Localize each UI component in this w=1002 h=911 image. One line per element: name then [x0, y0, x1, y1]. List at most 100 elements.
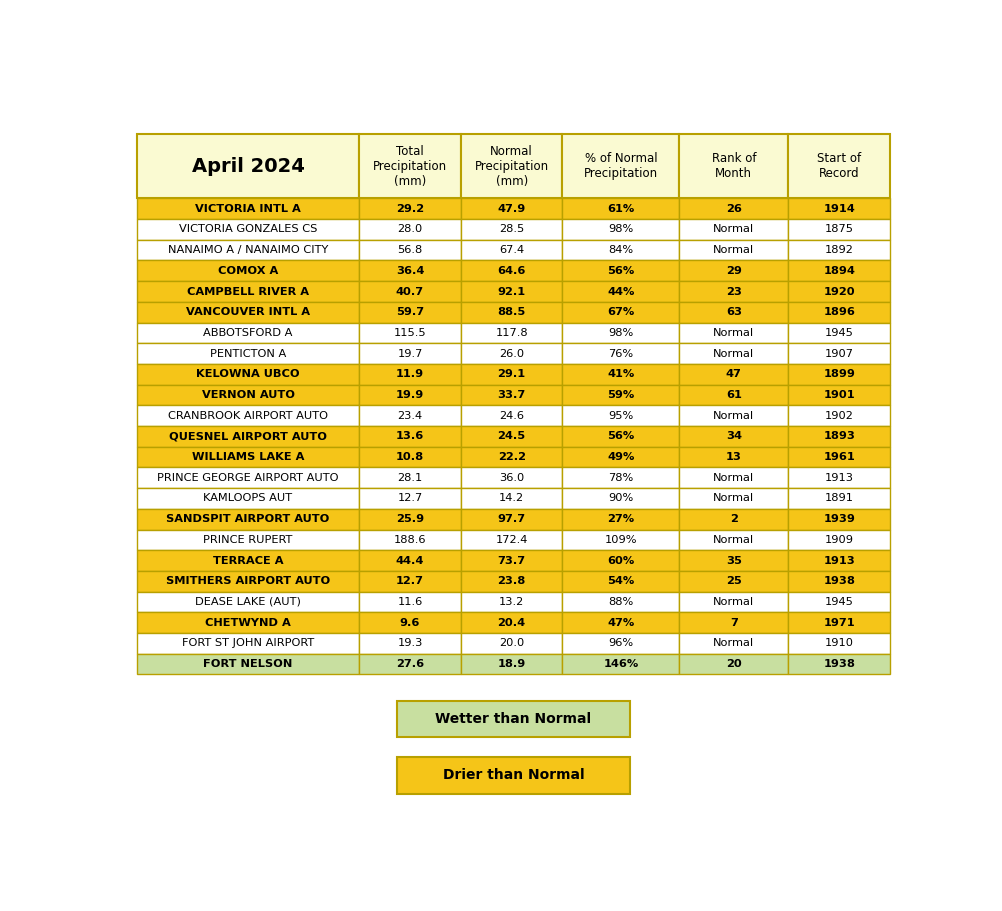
- Bar: [461, 550, 562, 571]
- Text: Normal: Normal: [713, 494, 755, 504]
- Bar: [789, 134, 890, 199]
- Bar: [679, 322, 789, 343]
- Text: 26.0: 26.0: [499, 349, 524, 359]
- Text: 61: 61: [725, 390, 741, 400]
- Bar: [137, 261, 359, 281]
- Text: PRINCE RUPERT: PRINCE RUPERT: [203, 535, 293, 545]
- Bar: [359, 281, 461, 302]
- Bar: [789, 529, 890, 550]
- Bar: [562, 509, 679, 529]
- Text: WILLIAMS LAKE A: WILLIAMS LAKE A: [191, 452, 305, 462]
- Text: 146%: 146%: [603, 659, 638, 669]
- Text: 28.0: 28.0: [398, 224, 423, 234]
- Bar: [137, 467, 359, 488]
- Text: 1910: 1910: [825, 639, 854, 649]
- Text: FORT NELSON: FORT NELSON: [203, 659, 293, 669]
- Bar: [461, 591, 562, 612]
- Bar: [679, 633, 789, 654]
- Text: 11.6: 11.6: [398, 597, 423, 607]
- Text: 25.9: 25.9: [396, 514, 424, 524]
- Bar: [562, 591, 679, 612]
- Text: 73.7: 73.7: [498, 556, 526, 566]
- Text: 23: 23: [725, 287, 741, 296]
- Bar: [359, 199, 461, 220]
- Bar: [461, 199, 562, 220]
- Text: 1920: 1920: [824, 287, 855, 296]
- Text: NANAIMO A / NANAIMO CITY: NANAIMO A / NANAIMO CITY: [167, 245, 329, 255]
- Bar: [679, 281, 789, 302]
- Bar: [137, 405, 359, 426]
- Text: 44.4: 44.4: [396, 556, 424, 566]
- Bar: [789, 384, 890, 405]
- Bar: [137, 654, 359, 674]
- Bar: [562, 134, 679, 199]
- Bar: [679, 529, 789, 550]
- Text: PENTICTON A: PENTICTON A: [209, 349, 287, 359]
- Bar: [461, 322, 562, 343]
- Text: 64.6: 64.6: [497, 266, 526, 276]
- Text: Drier than Normal: Drier than Normal: [443, 768, 584, 783]
- Bar: [562, 240, 679, 261]
- Text: 59%: 59%: [607, 390, 634, 400]
- Bar: [137, 426, 359, 446]
- Text: 36.4: 36.4: [396, 266, 424, 276]
- Text: SMITHERS AIRPORT AUTO: SMITHERS AIRPORT AUTO: [166, 577, 330, 587]
- Bar: [789, 220, 890, 240]
- Bar: [679, 550, 789, 571]
- Text: VANCOUVER INTL A: VANCOUVER INTL A: [186, 307, 310, 317]
- Bar: [789, 509, 890, 529]
- Bar: [359, 261, 461, 281]
- Bar: [461, 281, 562, 302]
- Bar: [789, 591, 890, 612]
- Text: 13: 13: [725, 452, 741, 462]
- Bar: [789, 654, 890, 674]
- Text: CHETWYND A: CHETWYND A: [205, 618, 291, 628]
- Text: 34: 34: [725, 432, 741, 442]
- Text: 60%: 60%: [607, 556, 634, 566]
- Bar: [461, 302, 562, 322]
- Text: 1894: 1894: [824, 266, 856, 276]
- Bar: [461, 261, 562, 281]
- Text: 59.7: 59.7: [396, 307, 424, 317]
- Text: 1961: 1961: [824, 452, 855, 462]
- Bar: [461, 467, 562, 488]
- Bar: [137, 612, 359, 633]
- Bar: [789, 405, 890, 426]
- Text: 98%: 98%: [608, 224, 633, 234]
- Text: 20: 20: [726, 659, 741, 669]
- Text: 1875: 1875: [825, 224, 854, 234]
- Bar: [789, 281, 890, 302]
- Bar: [562, 612, 679, 633]
- Text: 1899: 1899: [824, 369, 856, 379]
- Text: 49%: 49%: [607, 452, 634, 462]
- Bar: [679, 571, 789, 591]
- Text: 1902: 1902: [825, 411, 854, 421]
- Bar: [137, 488, 359, 509]
- Text: 24.5: 24.5: [498, 432, 526, 442]
- Bar: [789, 199, 890, 220]
- Bar: [789, 364, 890, 384]
- Text: 67%: 67%: [607, 307, 634, 317]
- Bar: [562, 654, 679, 674]
- Bar: [789, 261, 890, 281]
- Text: 1913: 1913: [825, 473, 854, 483]
- Text: KELOWNA UBCO: KELOWNA UBCO: [196, 369, 300, 379]
- Text: Normal: Normal: [713, 245, 755, 255]
- Text: DEASE LAKE (AUT): DEASE LAKE (AUT): [195, 597, 301, 607]
- Text: 61%: 61%: [607, 204, 634, 214]
- Text: 19.9: 19.9: [396, 390, 424, 400]
- Bar: [137, 633, 359, 654]
- Bar: [461, 134, 562, 199]
- Text: 1938: 1938: [824, 659, 856, 669]
- Text: Normal: Normal: [713, 411, 755, 421]
- Bar: [562, 322, 679, 343]
- Bar: [679, 591, 789, 612]
- Text: CAMPBELL RIVER A: CAMPBELL RIVER A: [187, 287, 309, 296]
- Text: Total
Precipitation
(mm): Total Precipitation (mm): [373, 145, 447, 188]
- Text: 44%: 44%: [607, 287, 634, 296]
- Text: Normal: Normal: [713, 535, 755, 545]
- Text: 54%: 54%: [607, 577, 634, 587]
- Bar: [137, 384, 359, 405]
- Text: Start of
Record: Start of Record: [818, 152, 862, 180]
- Text: 78%: 78%: [608, 473, 633, 483]
